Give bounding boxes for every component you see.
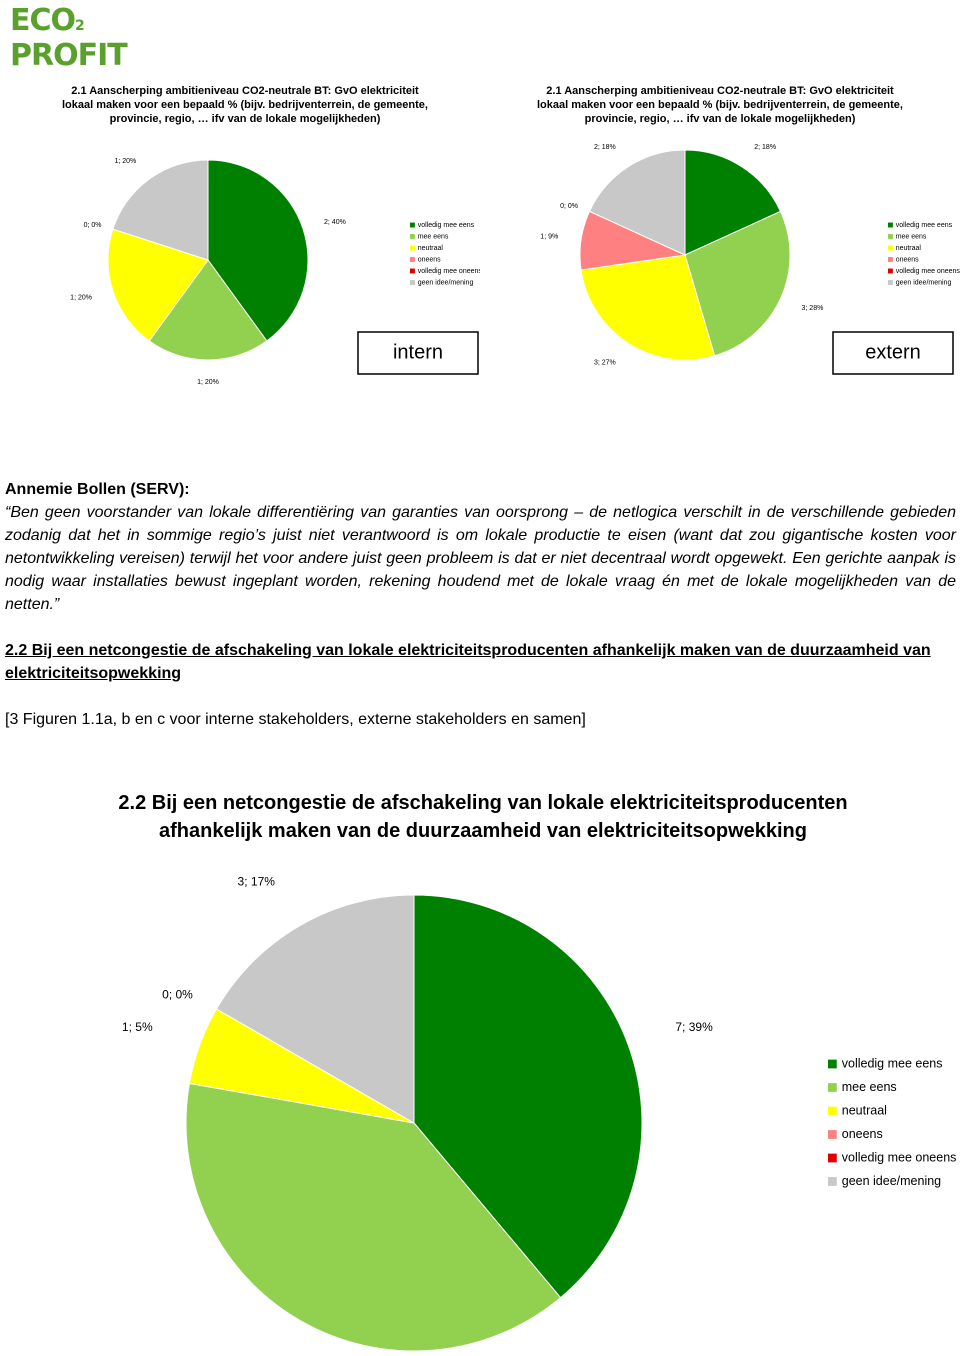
- legend-label: volledig mee eens: [418, 222, 475, 229]
- pie-slice: [413, 894, 643, 1299]
- legend-swatch: [410, 280, 415, 285]
- data-label: 1; 5%: [122, 1020, 153, 1034]
- pie-slice: [207, 159, 309, 342]
- data-label: 3; 17%: [238, 874, 276, 888]
- legend-swatch: [410, 245, 415, 251]
- data-label: 0; 0%: [162, 987, 193, 1001]
- chart: 2; 40% 1; 20% 1; 20% 0; 0% 1; 20% volledig me…: [70, 158, 480, 386]
- legend-label: neutraal: [842, 1103, 887, 1117]
- data-label: 2; 18%: [754, 144, 776, 151]
- pie-slice: [112, 159, 209, 261]
- chart-title: 2.2 Bij een netcongestie de afschakeling…: [118, 792, 848, 842]
- legend-label: neutraal: [896, 245, 922, 252]
- legend-swatch: [888, 257, 893, 262]
- data-label: 3; 28%: [802, 305, 824, 312]
- annotation: extern: [865, 341, 921, 363]
- annotation: intern: [393, 341, 443, 363]
- chart-title: 2.1 Aanscherping ambitieniveau CO2-neutr…: [537, 85, 903, 125]
- legend-swatch: [828, 1130, 837, 1139]
- legend-label: geen idee/mening: [896, 279, 952, 286]
- chart: 2; 18% 3; 28% 3; 27% 1; 9% 0; 0% 2; 18% volled…: [540, 144, 960, 375]
- legend-swatch: [828, 1106, 837, 1116]
- annotation-box: [357, 331, 479, 375]
- data-label: 1; 20%: [197, 379, 219, 386]
- pie-slice: [148, 259, 268, 361]
- data-label: 1; 9%: [540, 234, 558, 241]
- legend-swatch: [828, 1059, 837, 1069]
- data-label: 1; 20%: [70, 295, 92, 302]
- pie-slice: [588, 149, 686, 256]
- figures-note: [3 Figuren 1.1a, b en c voor interne sta…: [5, 711, 586, 728]
- legend-label: mee eens: [842, 1080, 897, 1094]
- legend-label: volledig mee oneens: [842, 1150, 957, 1164]
- legend-swatch: [828, 1083, 837, 1092]
- legend-swatch: [828, 1177, 837, 1186]
- legend-swatch: [888, 222, 893, 228]
- legend-label: oneens: [418, 256, 441, 263]
- logo-sub: 2: [75, 18, 85, 34]
- data-label: 0; 0%: [84, 222, 102, 229]
- pie-slice: [107, 228, 209, 342]
- chart: 7; 39%7; 39%1; 5%0; 0%3; 17%volledig mee…: [122, 874, 957, 1352]
- legend-label: oneens: [896, 256, 919, 263]
- legend-label: mee eens: [896, 233, 927, 240]
- legend-swatch: [410, 257, 415, 262]
- annotation-box: [832, 331, 954, 375]
- pie-slice: [684, 210, 791, 357]
- speaker: Annemie Bollen (SERV):: [5, 481, 190, 498]
- legend-label: volledig mee eens: [842, 1056, 943, 1070]
- legend-label: volledig mee eens: [896, 222, 953, 229]
- legend-label: geen idee/mening: [418, 279, 474, 286]
- legend-label: mee eens: [418, 233, 449, 240]
- data-label: 0; 0%: [560, 203, 578, 210]
- pie-slice: [215, 894, 415, 1124]
- data-label: 1; 20%: [114, 158, 136, 165]
- chart-title: 2.1 Aanscherping ambitieniveau CO2-neutr…: [62, 85, 428, 125]
- data-label: 2; 40%: [324, 219, 346, 226]
- legend-swatch: [828, 1153, 837, 1163]
- logo-second: PROFIT: [10, 38, 128, 73]
- pie-slice: [580, 254, 716, 361]
- legend-label: geen idee/mening: [842, 1174, 941, 1188]
- pie-slice: [684, 149, 782, 256]
- legend-label: volledig mee oneens: [418, 268, 480, 275]
- legend-label: volledig mee oneens: [896, 268, 960, 275]
- data-label: 3; 27%: [594, 360, 616, 367]
- legend-label: neutraal: [418, 245, 444, 252]
- heading: 2.2 Bij een netcongestie de afschakeling…: [5, 642, 931, 682]
- quote: “Ben geen voorstander van lokale differe…: [5, 504, 956, 613]
- legend-label: oneens: [842, 1127, 883, 1141]
- pie-slice: [185, 1082, 562, 1352]
- data-label: 7; 39%: [675, 1020, 713, 1034]
- legend-swatch: [410, 268, 415, 274]
- data-label: 2; 18%: [594, 144, 616, 151]
- legend-swatch: [410, 234, 415, 239]
- legend-swatch: [888, 280, 893, 285]
- legend-swatch: [888, 268, 893, 274]
- logo: ECO2 PROFIT: [10, 3, 128, 73]
- legend-swatch: [888, 245, 893, 251]
- logo-main: ECO: [10, 3, 76, 38]
- legend-swatch: [888, 234, 893, 239]
- legend-swatch: [410, 222, 415, 228]
